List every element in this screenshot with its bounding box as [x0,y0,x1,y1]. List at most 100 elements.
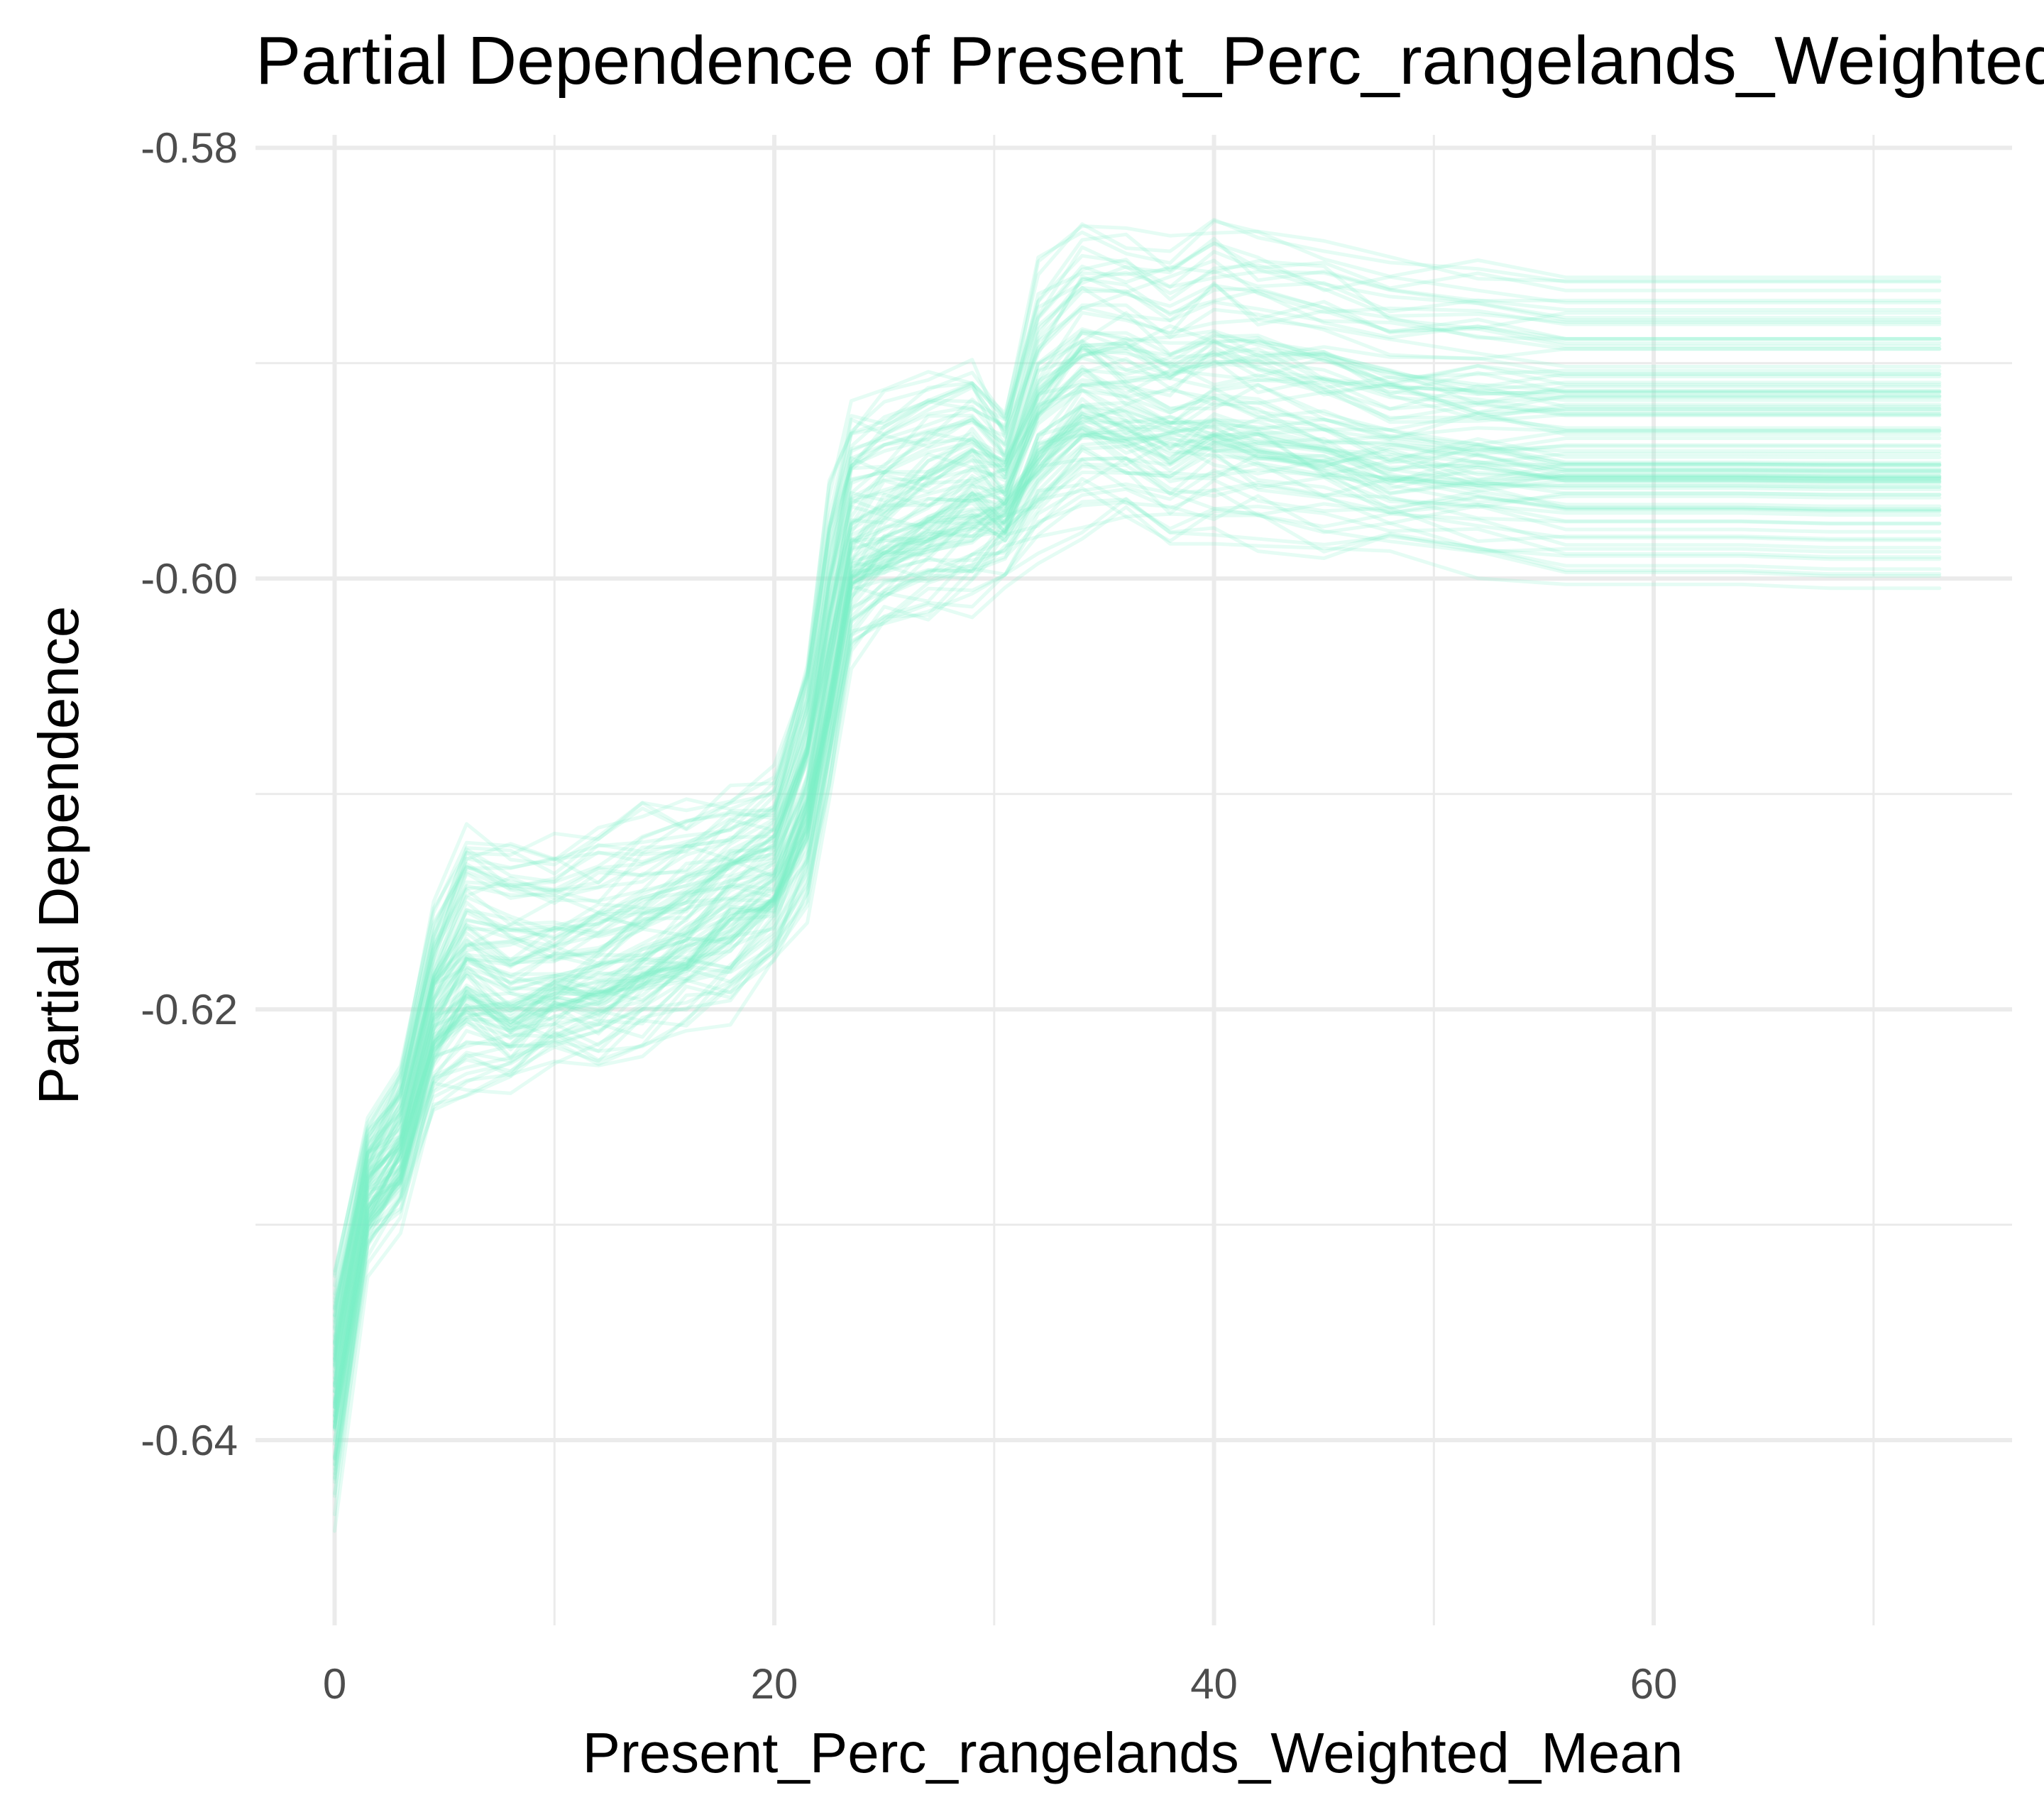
ice-curve [333,482,1942,1461]
chart-title: Partial Dependence of Present_Perc_range… [256,23,2044,99]
y-axis-title: Partial Dependence [27,606,90,1105]
ice-curve [333,236,1942,1317]
ice-curve [333,259,1942,1300]
ice-curve [333,371,1942,1361]
ice-curve [333,418,1942,1418]
ice-curve [333,376,1942,1365]
ice-curve [333,463,1942,1471]
ice-curve [333,400,1942,1393]
ice-curve [333,430,1942,1406]
ice-curve [333,224,1942,1273]
ice-curve [333,452,1942,1427]
ice-curve [333,419,1942,1423]
ice-curve [333,456,1942,1459]
ice-curve [333,383,1942,1385]
ice-curve [333,338,1942,1360]
ice-curve [333,477,1942,1481]
ice-curve [333,419,1942,1429]
x-tick-label: 0 [323,1660,346,1708]
ice-curve [333,334,1942,1337]
ice-curve [333,486,1942,1498]
ice-curve [333,464,1942,1467]
ice-curve [333,339,1942,1346]
ice-curve [333,424,1942,1410]
ice-curve [333,336,1942,1344]
ice-curve [333,311,1942,1343]
x-tick-label: 20 [751,1660,798,1708]
ice-curve [333,232,1942,1296]
ice-curve [333,400,1942,1402]
ice-curve [333,265,1942,1319]
ice-curve [333,498,1942,1517]
ice-curve [333,341,1942,1363]
y-tick-label: -0.62 [141,986,238,1033]
ice-curve [333,444,1942,1443]
ice-curve [333,412,1942,1404]
ice-curve [333,329,1942,1355]
ice-curve [333,283,1942,1308]
ice-curve [333,345,1942,1388]
ice-curve [333,416,1942,1418]
ice-curve [333,408,1942,1429]
ice-curve [333,388,1942,1385]
ice-curve [333,458,1942,1466]
ice-curve [333,361,1942,1369]
ice-curve [333,411,1942,1410]
ice-curve [333,415,1942,1404]
ice-curve [333,380,1942,1380]
ice-curve [333,219,1942,1278]
ice-curve [333,327,1942,1332]
grid [256,135,2012,1625]
axis-ticks: 0 20 40 60 -0.64 -0.62 -0.60 -0.58 [141,124,1677,1708]
ice-curve [333,303,1942,1346]
ice-curve [333,281,1942,1310]
ice-curve [333,444,1942,1461]
ice-curve [333,347,1942,1363]
ice-curve [333,378,1942,1388]
ice-curve [333,415,1942,1424]
ice-curve [333,426,1942,1420]
ice-curve [333,403,1942,1417]
ice-curve [333,343,1942,1368]
ice-curve [333,450,1942,1427]
ice-curve [333,427,1942,1407]
x-axis-title: Present_Perc_rangelands_Weighted_Mean [583,1721,1683,1784]
ice-curve [333,397,1942,1393]
ice-curve [333,439,1942,1429]
ice-curve [333,424,1942,1429]
ice-curve [333,218,1942,1276]
ice-curve [333,324,1942,1357]
ice-curve [333,344,1942,1361]
ice-curve [333,338,1942,1353]
ice-curve [333,333,1942,1339]
ice-curve [333,357,1942,1367]
x-tick-label: 40 [1190,1660,1238,1708]
ice-curve [333,241,1942,1288]
ice-curve [333,509,1942,1480]
ice-curve [333,347,1942,1376]
ice-curve [333,505,1942,1533]
ice-curve [333,497,1942,1484]
ice-curve [333,414,1942,1410]
ice-curve [333,285,1942,1310]
ice-curves [333,218,1942,1533]
ice-curve [333,364,1942,1387]
ice-curve [333,253,1942,1317]
ice-curve [333,422,1942,1414]
ice-curve [333,443,1942,1460]
ice-curve [333,405,1942,1394]
ice-curve [333,410,1942,1400]
ice-curve [333,277,1942,1330]
ice-curve [333,429,1942,1442]
ice-curve [333,383,1942,1388]
ice-curve [333,288,1942,1322]
ice-curve [333,311,1942,1345]
ice-curve [333,417,1942,1431]
y-tick-label: -0.58 [141,124,238,172]
ice-curve [333,433,1942,1406]
ice-curve [333,258,1942,1304]
ice-curve [333,339,1942,1349]
ice-curve [333,403,1942,1409]
ice-curve [333,386,1942,1380]
